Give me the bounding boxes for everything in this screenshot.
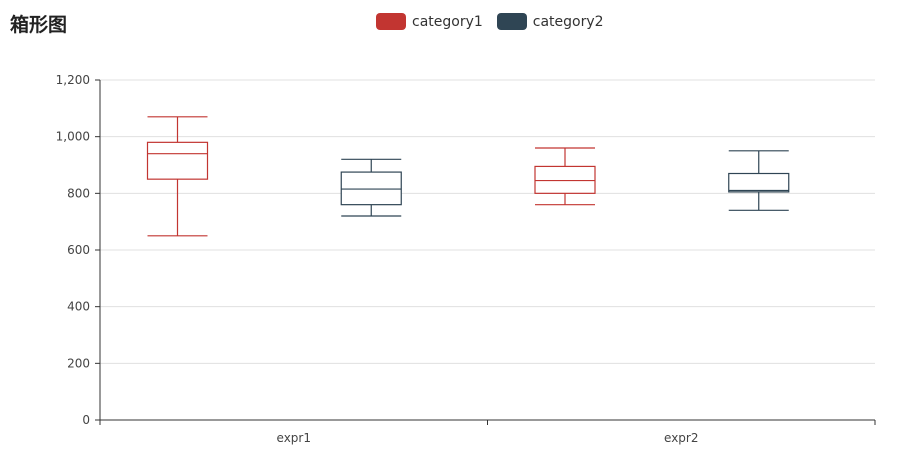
box-category1-expr1[interactable] <box>146 116 209 237</box>
y-tick-label: 600 <box>67 243 90 257</box>
iqr-box <box>146 141 209 180</box>
y-tick-label: 0 <box>82 413 90 427</box>
legend-label-category1: category1 <box>412 13 483 30</box>
chart-title: 箱形图 <box>10 14 68 36</box>
legend: category1 category2 <box>376 13 618 30</box>
legend-label-category2: category2 <box>532 13 604 30</box>
y-tick-label: 1,200 <box>56 73 90 87</box>
legend-swatch-category2 <box>496 13 527 30</box>
x-tick-label: expr2 <box>664 431 698 445</box>
box-category1-expr2[interactable] <box>534 147 596 206</box>
iqr-box <box>534 165 596 194</box>
legend-swatch-category1 <box>376 13 406 30</box>
y-tick-label: 200 <box>67 356 90 370</box>
y-tick-label: 400 <box>67 300 90 314</box>
legend-item-category2[interactable]: category2 <box>496 13 604 30</box>
box-category2-expr2[interactable] <box>728 150 790 211</box>
iqr-box <box>728 172 790 193</box>
y-tick-label: 800 <box>67 186 90 200</box>
legend-item-category1[interactable]: category1 <box>376 13 483 30</box>
x-tick-label: expr1 <box>277 431 311 445</box>
y-tick-label: 1,000 <box>56 130 90 144</box>
box-category2-expr1[interactable] <box>340 158 402 217</box>
iqr-box <box>340 171 402 206</box>
